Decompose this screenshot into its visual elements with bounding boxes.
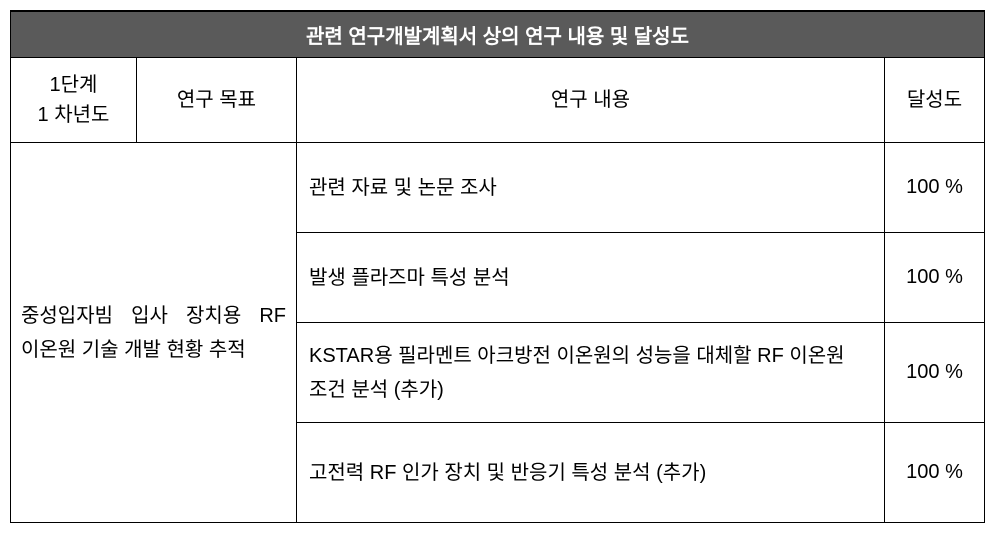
header-row: 1단계 1 차년도 연구 목표 연구 내용 달성도 [11,58,985,143]
research-plan-table: 관련 연구개발계획서 상의 연구 내용 및 달성도 1단계 1 차년도 연구 목… [10,10,985,523]
content-text-3: KSTAR용 필라멘트 아크방전 이온원의 성능을 대체할 RF 이온원 조건 … [309,345,845,401]
header-stage-line1: 1단계 [50,74,98,96]
pct-cell-1: 100 % [885,143,985,233]
goal-text: 중성입자빔 입사 장치용 RF 이온원 기술 개발 현황 추적 [21,305,286,361]
pct-cell-4: 100 % [885,423,985,523]
content-text-2: 발생 플라즈마 특성 분석 [309,267,510,289]
content-cell-1: 관련 자료 및 논문 조사 [297,143,885,233]
header-content: 연구 내용 [297,58,885,143]
banner-title: 관련 연구개발계획서 상의 연구 내용 및 달성도 [11,11,985,58]
content-cell-4: 고전력 RF 인가 장치 및 반응기 특성 분석 (추가) [297,423,885,523]
header-stage: 1단계 1 차년도 [11,58,137,143]
content-text-1: 관련 자료 및 논문 조사 [309,177,497,199]
content-cell-3: KSTAR용 필라멘트 아크방전 이온원의 성능을 대체할 RF 이온원 조건 … [297,323,885,423]
pct-cell-3: 100 % [885,323,985,423]
pct-cell-2: 100 % [885,233,985,323]
banner-row: 관련 연구개발계획서 상의 연구 내용 및 달성도 [11,11,985,58]
header-pct: 달성도 [885,58,985,143]
content-cell-2: 발생 플라즈마 특성 분석 [297,233,885,323]
header-goal: 연구 목표 [137,58,297,143]
goal-cell: 중성입자빔 입사 장치용 RF 이온원 기술 개발 현황 추적 [11,143,297,523]
header-stage-line2: 1 차년도 [38,104,110,126]
body-row-1: 중성입자빔 입사 장치용 RF 이온원 기술 개발 현황 추적 관련 자료 및 … [11,143,985,233]
content-text-4: 고전력 RF 인가 장치 및 반응기 특성 분석 (추가) [309,462,706,484]
